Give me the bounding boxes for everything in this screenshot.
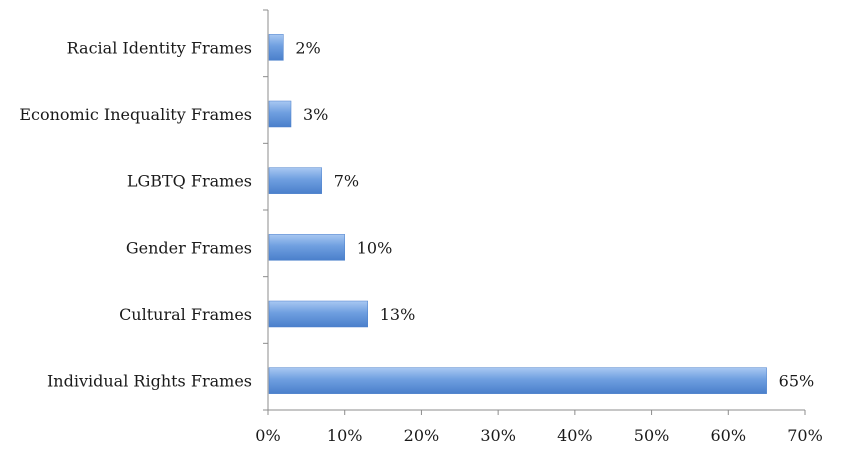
value-label: 7% [334,172,359,191]
bar-1 [268,34,284,61]
category-label: Racial Identity Frames [67,38,252,57]
bar-2 [268,100,292,128]
bar-5 [268,300,368,328]
category-label: Cultural Frames [119,305,252,324]
bars-layer [268,34,767,394]
category-label: Individual Rights Frames [47,372,252,391]
x-tick-label: 10% [327,426,363,445]
bar-6 [268,367,767,394]
bar-4 [268,234,345,261]
x-tick-label: 60% [711,426,747,445]
value-label: 3% [303,105,328,124]
x-tick-label: 70% [787,426,823,445]
x-tick-label: 40% [557,426,593,445]
labels-layer: Racial Identity Frames 2% Economic Inequal… [19,38,822,445]
category-label: Gender Frames [126,238,252,257]
category-label: LGBTQ Frames [127,172,252,191]
category-label: Economic Inequality Frames [19,105,252,124]
value-label: 2% [295,38,320,57]
value-label: 10% [357,238,393,257]
x-tick-label: 20% [404,426,440,445]
x-tick-label: 30% [480,426,516,445]
bar-3 [268,167,322,194]
x-tick-label: 0% [255,426,280,445]
axes-layer [263,9,806,415]
value-label: 13% [380,305,416,324]
value-label: 65% [779,372,815,391]
x-tick-label: 50% [634,426,670,445]
